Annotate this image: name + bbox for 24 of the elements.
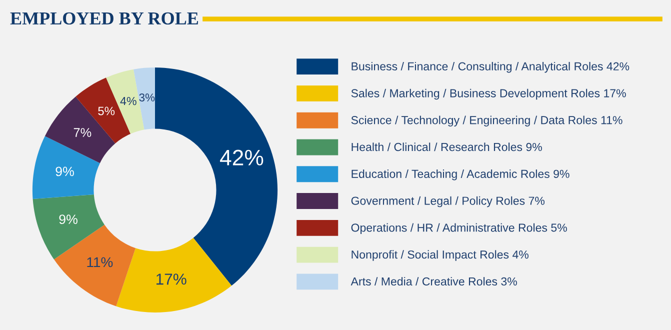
legend-label: Nonprofit / Social Impact Roles 4% (352, 250, 528, 261)
legend-label: Arts / Media / Creative Roles 3% (350, 277, 517, 286)
donut-slice (54, 224, 136, 306)
data-label: 9% (56, 166, 74, 176)
data-label: 9% (59, 214, 78, 224)
legend-label: Health / Clinical / Research Roles 9% (352, 142, 542, 152)
data-label: 3% (139, 94, 155, 102)
legend-label: Science / Technology / Engineering / Data Roles 11% (351, 116, 622, 126)
data-label: 5% (98, 106, 115, 116)
donut-slice (155, 67, 278, 286)
data-label: 4% (120, 96, 136, 106)
data-label: 11% (87, 257, 113, 268)
data-label: 7% (74, 128, 92, 137)
legend-label: Education / Teaching / Academic Roles 9% (352, 170, 570, 180)
data-label: 17% (156, 274, 186, 285)
legend-label: Sales / Marketing / Business Development Roles 17% (351, 88, 626, 100)
donut-slice (44, 96, 116, 164)
legend-label: Operations / HR / Administrative Roles 5% (351, 223, 567, 234)
donut-slice (32, 136, 100, 199)
donut-slice (116, 238, 232, 313)
chart-title: EMPLOYED BY ROLE (10, 12, 198, 25)
data-label: 42% (220, 150, 264, 166)
legend-label: Business / Finance / Consulting / Analytical Roles 42% (352, 62, 630, 73)
legend-label: Government / Legal / Policy Roles 7% (351, 196, 545, 208)
